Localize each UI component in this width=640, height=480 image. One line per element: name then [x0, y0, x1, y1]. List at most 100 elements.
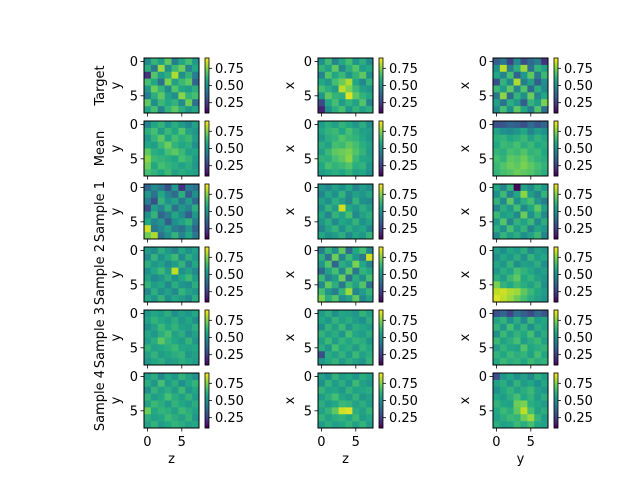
heatmap-cell [506, 344, 514, 352]
colorbar-segment [554, 318, 558, 321]
colorbar-segment [379, 281, 383, 284]
heatmap-cell [534, 58, 542, 66]
colorbar-segment [379, 316, 383, 319]
heatmap-cell [192, 247, 200, 255]
heatmap-cell [541, 225, 549, 233]
y-tick-label: 0 [304, 118, 312, 133]
colorbar-segment [379, 165, 383, 167]
colorbar-segment [205, 162, 209, 165]
axes-frame [143, 246, 200, 303]
colorbar-segment [379, 212, 383, 215]
heatmap-cell [520, 358, 528, 366]
colorbar-segment [554, 149, 558, 152]
colorbar-segment [379, 327, 383, 330]
colorbar-segment [205, 374, 209, 377]
heatmap-cell [318, 407, 326, 415]
heatmap-cell [534, 141, 542, 149]
heatmap-cell [157, 386, 165, 394]
colorbar-segment [554, 167, 558, 170]
heatmap-cell [178, 162, 186, 170]
colorbar-segment [379, 121, 383, 123]
heatmap-cell [331, 323, 339, 331]
colorbar-segment [379, 102, 383, 104]
heatmap-cell [345, 134, 353, 142]
heatmap-cell [192, 127, 200, 136]
heatmap-cell [520, 344, 528, 352]
colorbar-tick-label: 0.25 [389, 348, 418, 363]
heatmap-cell [185, 267, 193, 275]
heatmap-cell [331, 351, 339, 359]
heatmap-cell [185, 58, 193, 66]
colorbar-segment [554, 67, 558, 70]
heatmap-cell [338, 400, 346, 408]
heatmap-cell [164, 310, 172, 318]
heatmap-cell [185, 106, 193, 114]
colorbar-segment [554, 351, 558, 354]
heatmap-cell [541, 184, 549, 192]
colorbar-segment [379, 319, 383, 322]
heatmap-cell [366, 407, 374, 415]
heatmap-cell [324, 211, 333, 219]
colorbar-segment [379, 190, 383, 193]
colorbar-segment [554, 374, 558, 377]
colorbar-segment [379, 67, 383, 70]
heatmap-cell [157, 225, 165, 233]
colorbar-segment [379, 266, 383, 269]
heatmap-cell [331, 247, 339, 255]
y-tick-label: 5 [130, 404, 138, 419]
colorbar-segment [554, 327, 558, 330]
heatmap-cell [164, 421, 172, 429]
colorbar-segment [205, 319, 209, 322]
heatmap-cell [150, 274, 159, 282]
colorbar-segment [379, 337, 383, 340]
heatmap-cell [366, 71, 374, 79]
heatmap-cell [150, 267, 159, 275]
colorbar-segment [554, 285, 558, 288]
heatmap-cell [171, 247, 179, 255]
heatmap-cell [534, 121, 542, 129]
colorbar-segment [379, 186, 383, 189]
heatmap-cell [499, 379, 508, 388]
heatmap-cell [493, 204, 501, 212]
heatmap-cell [499, 323, 508, 331]
colorbar-segment [554, 315, 558, 318]
heatmap-cell [499, 141, 508, 149]
colorbar-segment [205, 141, 209, 144]
heatmap-cell [324, 121, 333, 129]
heatmap-cell [541, 190, 549, 199]
heatmap-cell [493, 379, 501, 388]
colorbar-segment [205, 122, 209, 125]
heatmap-cell [192, 316, 200, 325]
colorbar-segment [554, 404, 558, 407]
heatmap-cell [150, 373, 159, 381]
heatmap-cell [513, 92, 521, 100]
heatmap-cell [527, 386, 535, 394]
heatmap-cell [513, 379, 521, 388]
colorbar-segment [554, 228, 558, 230]
colorbar-segment [554, 423, 558, 426]
heatmap-cell [150, 232, 159, 240]
heatmap-cell [493, 92, 501, 100]
colorbar-segment [554, 281, 558, 284]
colorbar-segment [379, 419, 383, 422]
colorbar-segment [554, 208, 558, 211]
colorbar-segment [205, 410, 209, 412]
heatmap-cell [178, 197, 186, 205]
colorbar-segment [554, 152, 558, 155]
heatmap-cell [359, 148, 367, 156]
colorbar-segment [205, 234, 209, 237]
heatmap-cell [520, 99, 528, 107]
heatmap-cell [506, 197, 514, 205]
colorbar-segment [554, 373, 558, 375]
heatmap-cell [178, 379, 186, 388]
heatmap-cell [185, 260, 193, 268]
heatmap-cell [527, 232, 535, 240]
heatmap-cell [338, 71, 346, 79]
heatmap-cell [359, 260, 367, 268]
colorbar-segment [205, 275, 209, 278]
heatmap-cell [345, 421, 353, 429]
heatmap-cell [345, 316, 353, 325]
heatmap-cell [345, 288, 353, 296]
heatmap-cell [324, 92, 333, 100]
